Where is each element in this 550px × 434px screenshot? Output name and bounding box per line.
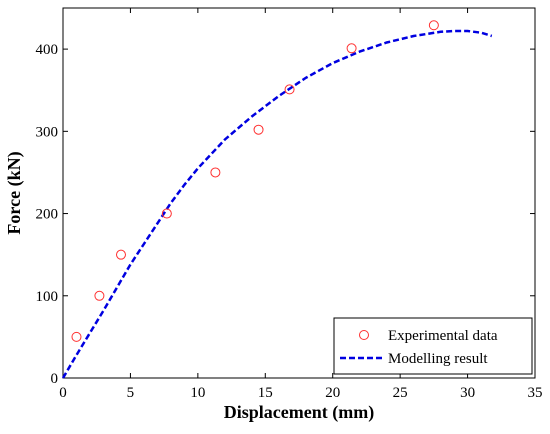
experimental-data-point [253,124,264,135]
legend-marker-experimental [359,330,369,340]
experimental-data-point [115,249,126,260]
x-tick-label: 25 [393,385,408,401]
experimental-data-series [71,20,439,342]
x-tick-label: 10 [190,385,205,401]
experimental-data-point [428,20,439,31]
legend-box [333,317,533,375]
experimental-data-point [284,84,295,95]
x-tick-label: 15 [258,385,273,401]
experimental-data-point [94,290,105,301]
x-axis-title: Displacement (mm) [224,402,374,423]
experimental-data-point [71,331,82,342]
y-axis-title: Force (kN) [4,151,25,234]
y-tick-label: 100 [36,289,59,305]
y-tick-label: 0 [51,371,59,387]
x-tick-label: 35 [528,385,543,401]
x-tick-label: 20 [325,385,340,401]
experimental-data-point [210,167,221,178]
experimental-data-point [161,208,172,219]
legend-label-experimental: Experimental data [388,328,498,344]
modelling-result-line [61,29,493,379]
y-tick-label: 300 [36,124,59,140]
legend-label-modelling: Modelling result [388,351,488,367]
plot-area [62,7,536,379]
axis-ticks [62,8,536,379]
x-tick-label: 0 [59,385,67,401]
y-tick-label: 200 [36,207,59,223]
y-tick-label: 400 [36,42,59,58]
legend: Experimental data Modelling result [333,317,533,375]
tick-labels: 0 5 10 15 20 25 30 35 0 100 200 300 400 [36,42,543,401]
x-tick-label: 30 [460,385,475,401]
x-tick-label: 5 [127,385,135,401]
experimental-data-point [346,43,357,54]
modelling-result-series [61,29,493,379]
